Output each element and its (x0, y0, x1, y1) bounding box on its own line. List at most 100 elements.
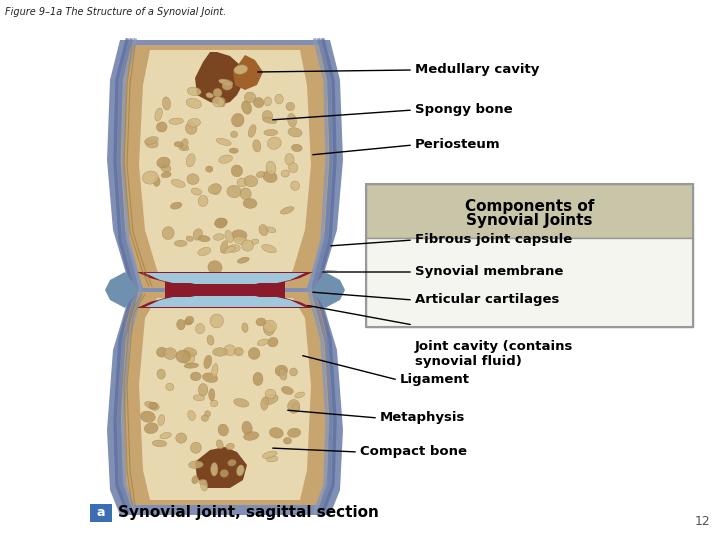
Ellipse shape (264, 97, 271, 106)
Ellipse shape (268, 338, 278, 347)
Polygon shape (145, 273, 305, 283)
Polygon shape (139, 298, 311, 500)
Ellipse shape (174, 141, 184, 147)
Ellipse shape (148, 402, 159, 410)
Ellipse shape (227, 185, 241, 198)
Ellipse shape (188, 410, 195, 421)
Text: Components of: Components of (465, 199, 594, 214)
Ellipse shape (269, 428, 283, 438)
Ellipse shape (248, 125, 256, 137)
Ellipse shape (206, 166, 213, 172)
Ellipse shape (169, 118, 184, 124)
Ellipse shape (257, 339, 269, 346)
Ellipse shape (275, 365, 287, 376)
Ellipse shape (268, 137, 282, 150)
Ellipse shape (184, 348, 197, 356)
Ellipse shape (226, 443, 234, 450)
Ellipse shape (253, 98, 264, 107)
Ellipse shape (266, 161, 276, 175)
Ellipse shape (242, 240, 253, 251)
Bar (90, 504, 112, 522)
Ellipse shape (228, 460, 236, 466)
Ellipse shape (234, 399, 249, 407)
Ellipse shape (243, 198, 257, 208)
Ellipse shape (282, 387, 293, 394)
Bar (366, 184, 693, 238)
Ellipse shape (184, 363, 199, 368)
Ellipse shape (253, 140, 261, 152)
Ellipse shape (240, 188, 251, 200)
Text: 12: 12 (694, 515, 710, 528)
Ellipse shape (292, 144, 302, 152)
Text: Ligament: Ligament (400, 374, 470, 387)
Ellipse shape (238, 257, 249, 263)
Ellipse shape (201, 415, 209, 421)
Ellipse shape (220, 470, 228, 477)
Ellipse shape (187, 118, 200, 127)
Ellipse shape (264, 320, 276, 333)
Ellipse shape (157, 369, 166, 379)
Ellipse shape (212, 363, 218, 377)
Ellipse shape (263, 118, 276, 124)
Ellipse shape (244, 92, 256, 103)
Ellipse shape (210, 400, 218, 407)
Ellipse shape (218, 424, 228, 436)
Polygon shape (120, 292, 330, 505)
Ellipse shape (256, 171, 265, 178)
Ellipse shape (213, 234, 224, 240)
Ellipse shape (288, 400, 300, 413)
Ellipse shape (232, 113, 244, 127)
Ellipse shape (186, 316, 194, 324)
Ellipse shape (231, 165, 243, 177)
Text: Medullary cavity: Medullary cavity (415, 64, 539, 77)
Ellipse shape (287, 113, 297, 127)
Ellipse shape (266, 227, 276, 233)
Ellipse shape (290, 402, 300, 413)
Ellipse shape (193, 229, 202, 240)
Ellipse shape (219, 155, 233, 163)
Ellipse shape (198, 247, 211, 255)
Ellipse shape (163, 97, 171, 110)
Ellipse shape (285, 153, 294, 165)
Ellipse shape (163, 348, 176, 360)
Ellipse shape (182, 351, 195, 365)
Ellipse shape (222, 247, 235, 253)
Ellipse shape (160, 433, 171, 439)
Ellipse shape (198, 235, 210, 242)
Ellipse shape (262, 245, 276, 253)
Ellipse shape (261, 397, 269, 410)
Text: Fibrous joint capsule: Fibrous joint capsule (415, 233, 572, 246)
Ellipse shape (264, 130, 278, 136)
Ellipse shape (262, 451, 277, 458)
Ellipse shape (157, 157, 170, 168)
Ellipse shape (193, 395, 204, 401)
Ellipse shape (166, 383, 174, 390)
Ellipse shape (186, 153, 195, 167)
Ellipse shape (211, 463, 218, 476)
Ellipse shape (187, 174, 199, 185)
Ellipse shape (152, 440, 167, 447)
Ellipse shape (251, 239, 259, 244)
Ellipse shape (212, 348, 228, 356)
Ellipse shape (192, 476, 198, 484)
Polygon shape (313, 272, 345, 308)
Ellipse shape (190, 372, 201, 381)
Ellipse shape (259, 225, 268, 235)
Ellipse shape (263, 394, 278, 404)
Text: Synovial joint, sagittal section: Synovial joint, sagittal section (118, 505, 379, 521)
Ellipse shape (199, 480, 207, 484)
Ellipse shape (206, 93, 213, 98)
Text: Figure 9–1a The Structure of a Synovial Joint.: Figure 9–1a The Structure of a Synovial … (5, 7, 226, 17)
Ellipse shape (209, 389, 215, 401)
Polygon shape (195, 52, 245, 105)
Ellipse shape (215, 218, 227, 228)
Polygon shape (145, 297, 305, 307)
Polygon shape (107, 40, 343, 515)
Text: Synovial Joints: Synovial Joints (467, 213, 593, 228)
Ellipse shape (253, 372, 263, 386)
Text: Articular cartilages: Articular cartilages (415, 294, 559, 307)
Ellipse shape (198, 195, 208, 206)
Text: a: a (96, 507, 105, 519)
Ellipse shape (199, 383, 208, 396)
Ellipse shape (161, 172, 171, 178)
